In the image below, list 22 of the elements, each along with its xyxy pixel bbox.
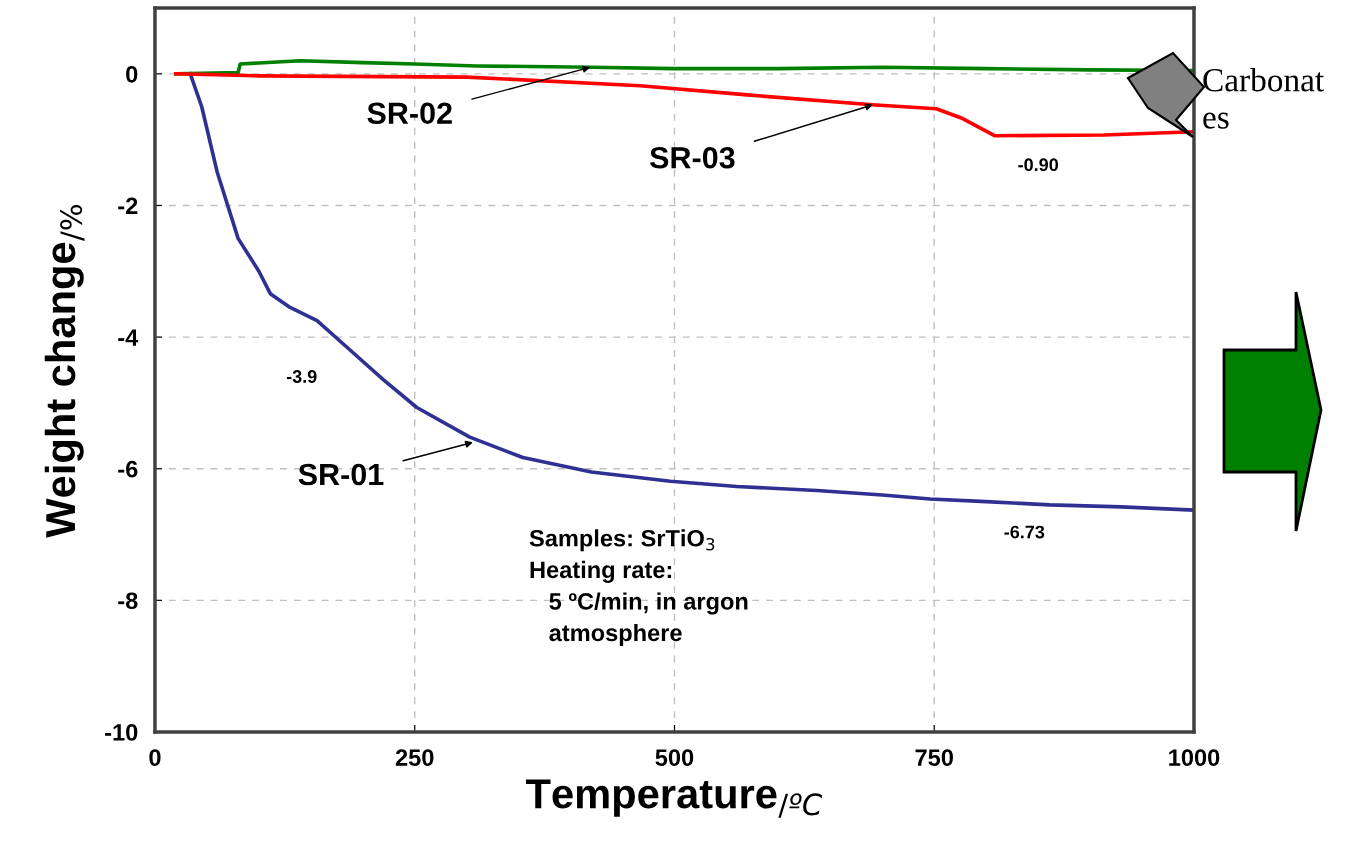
x-tick-label: 0 [149, 749, 161, 766]
annotation: SR-02 [367, 102, 452, 125]
y-tick-label: -10 [105, 724, 138, 741]
x-tick-label: 1000 [1169, 749, 1220, 766]
y-tick-label: -8 [118, 592, 138, 610]
text: Carbonat es [1203, 68, 1324, 129]
y-tick-label: -6 [118, 460, 138, 478]
y-tick-label: -4 [118, 329, 139, 346]
x-tick-label: 500 [655, 749, 694, 766]
x-axis-title: Temperature$_{/ºC}$ [525, 779, 823, 818]
annotation: -0.90 [1018, 158, 1059, 172]
annotation: -3.9 [286, 370, 317, 383]
text: Samples: SrTiO$_{3}$ Heating rate: 5 ºC/min, in argon atmosphere [529, 529, 748, 646]
annotation: SR-03 [649, 146, 735, 169]
line-series [173, 72, 1194, 138]
x-tick-label: 250 [395, 749, 434, 766]
annotation: -6.73 [1004, 525, 1045, 539]
annotation: SR-01 [298, 463, 384, 486]
y-axis-title: Weight change$_{/%}$ [44, 205, 85, 538]
y-tick-label: -2 [118, 197, 138, 215]
x-tick-label: 750 [915, 749, 953, 766]
y-tick-label: 0 [126, 65, 138, 83]
